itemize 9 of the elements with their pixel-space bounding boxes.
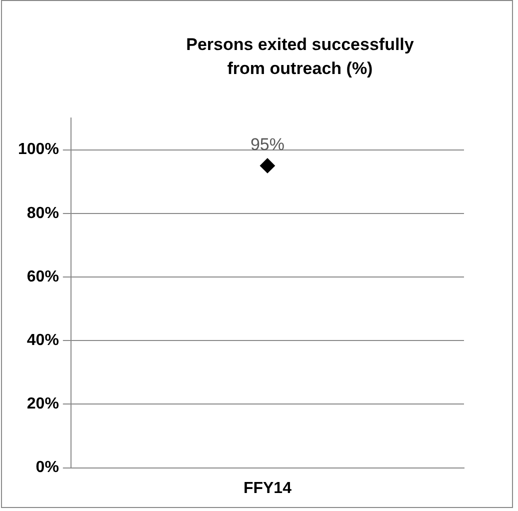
x-tick-label: FFY14: [243, 480, 292, 497]
y-tick-label: 60%: [26, 268, 59, 286]
chart-title: Persons exited successfully from outreach (%): [185, 34, 415, 80]
y-tick-label: 20%: [26, 396, 59, 413]
y-tick-label: 40%: [26, 332, 59, 350]
y-tick-label: 100%: [18, 141, 59, 158]
data-label: 95%: [250, 134, 284, 154]
y-tick-label: 0%: [36, 459, 59, 476]
y-tick-label: 80%: [26, 204, 59, 222]
